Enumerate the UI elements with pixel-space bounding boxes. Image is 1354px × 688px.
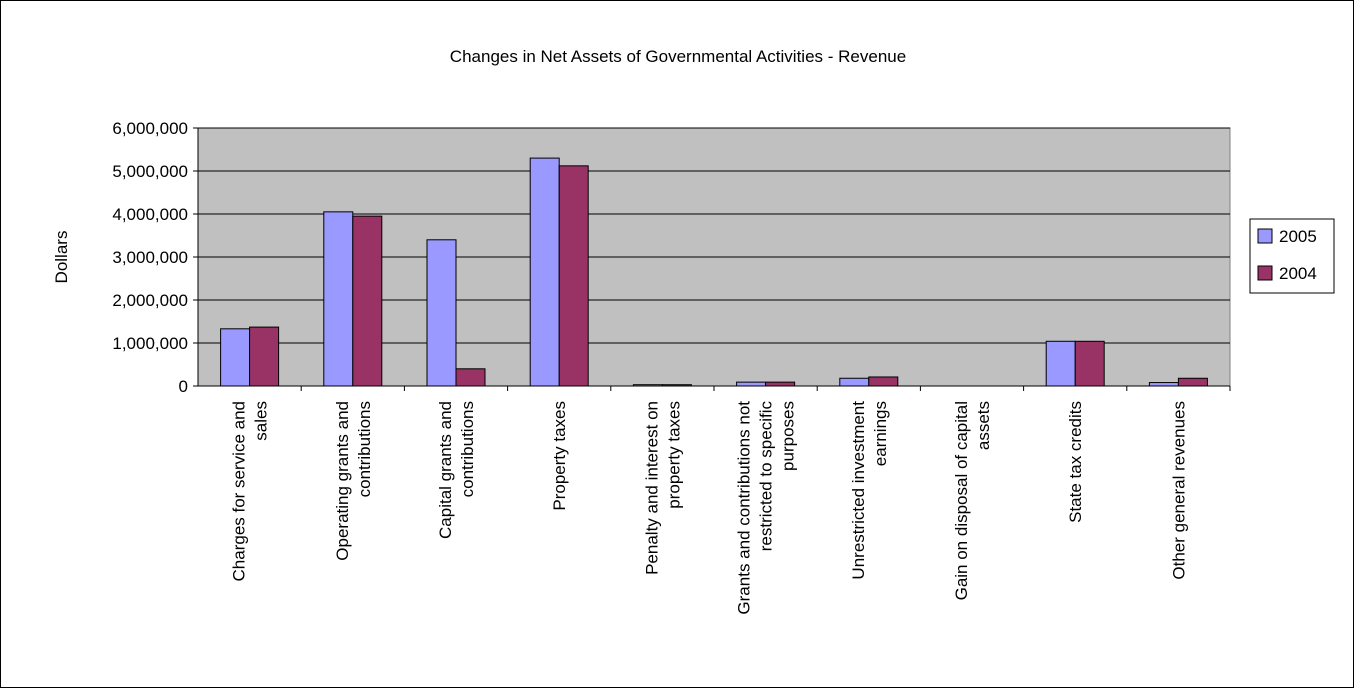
bar-2004 bbox=[868, 376, 899, 387]
legend-swatch-2005 bbox=[1257, 228, 1273, 244]
bar-2005 bbox=[426, 239, 457, 387]
x-tick-label: Charges for service and sales bbox=[230, 401, 271, 581]
bar-2004 bbox=[455, 368, 486, 387]
y-tick-label: 2,000,000 bbox=[112, 291, 188, 310]
bar-2005 bbox=[736, 381, 767, 387]
axes: 0 1,000,000 2,000,000 3,000,000 4,000,000 5,0… bbox=[112, 119, 1231, 615]
x-tick-label: Grants and contributions not restricted t… bbox=[735, 401, 798, 615]
bar-2005 bbox=[220, 328, 251, 387]
y-tick-label: 0 bbox=[179, 377, 188, 396]
chart-title: Changes in Net Assets of Governmental Ac… bbox=[450, 47, 906, 66]
x-tick-label: Penalty and interest on property taxes bbox=[642, 401, 683, 575]
x-tick-label: Gain on disposal of capital assets bbox=[952, 401, 993, 600]
bar-2005 bbox=[529, 157, 560, 387]
bar-2004 bbox=[352, 215, 383, 387]
x-tick-label: Unrestricted investment earnings bbox=[849, 401, 890, 580]
bar-2004 bbox=[765, 381, 796, 387]
x-tick-label: Other general revenues bbox=[1169, 401, 1188, 580]
y-tick-label: 1,000,000 bbox=[112, 334, 188, 353]
bar-2005 bbox=[839, 377, 870, 387]
x-tick-label: Property taxes bbox=[550, 401, 569, 511]
legend: 2005 2004 bbox=[1249, 218, 1335, 294]
bar-2004 bbox=[558, 165, 589, 387]
bar-2005 bbox=[1045, 340, 1076, 387]
bar-2004 bbox=[1074, 340, 1105, 387]
bar-2005 bbox=[1148, 382, 1179, 387]
bar-2004 bbox=[249, 326, 280, 387]
x-tick-label: State tax credits bbox=[1066, 401, 1085, 523]
y-tick-label: 3,000,000 bbox=[112, 248, 188, 267]
legend-label-2004: 2004 bbox=[1279, 264, 1317, 283]
y-axis-label: Dollars bbox=[52, 231, 71, 284]
y-tick-label: 4,000,000 bbox=[112, 205, 188, 224]
x-tick-label: Capital grants and contributions bbox=[436, 401, 477, 539]
y-tick-label: 5,000,000 bbox=[112, 162, 188, 181]
legend-swatch-2004 bbox=[1257, 265, 1273, 281]
y-tick-label: 6,000,000 bbox=[112, 119, 188, 138]
x-tick-label: Operating grants and contributions bbox=[333, 401, 374, 561]
legend-label-2005: 2005 bbox=[1279, 227, 1317, 246]
bars bbox=[220, 157, 1208, 387]
bar-2004 bbox=[1177, 377, 1208, 387]
bar-2005 bbox=[323, 211, 354, 387]
